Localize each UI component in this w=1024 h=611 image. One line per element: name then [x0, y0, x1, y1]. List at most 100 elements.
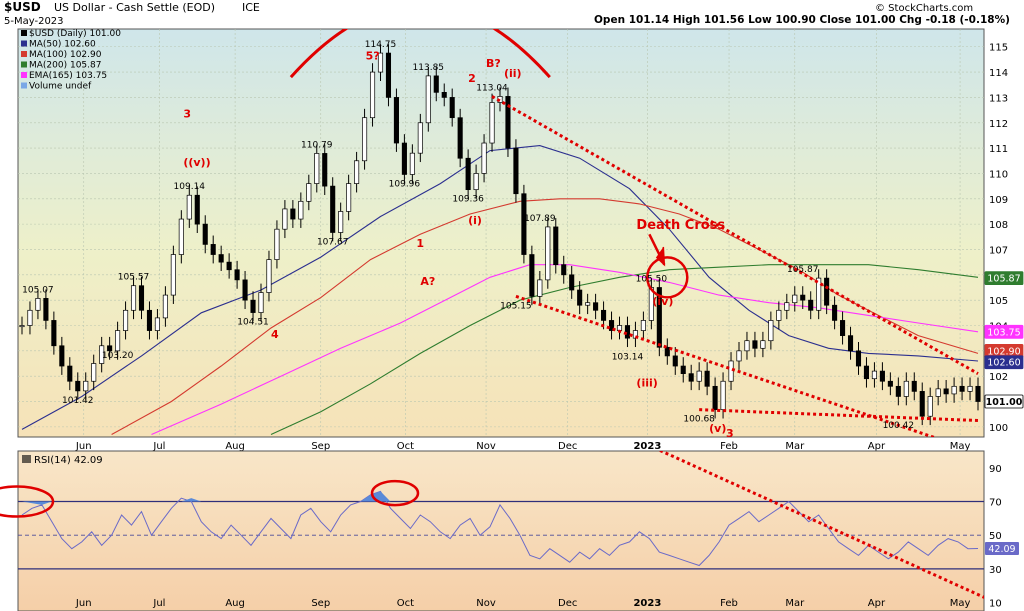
- price-candle: [154, 317, 160, 331]
- price-candle: [290, 208, 296, 220]
- rsi-value-tag: [985, 542, 1019, 556]
- date-tick-label: Sep: [311, 441, 330, 452]
- price-candle: [449, 97, 455, 119]
- price-tick-label: 108: [989, 220, 1008, 231]
- price-candle: [322, 153, 328, 187]
- price-candle: [824, 277, 830, 306]
- rsi-date-tick-label: Sep: [311, 598, 330, 609]
- price-data-label: 113.85: [413, 63, 445, 73]
- price-candle: [927, 396, 933, 417]
- price-candle: [800, 294, 806, 301]
- price-series: [19, 44, 981, 426]
- price-data-label: 113.04: [476, 83, 508, 93]
- wave-label: B?: [486, 57, 501, 70]
- price-candle: [107, 345, 113, 352]
- price-candle: [529, 254, 535, 297]
- price-data-label: 114.75: [365, 40, 397, 50]
- wave-label: 4: [271, 328, 279, 341]
- price-candle: [656, 287, 662, 348]
- rsi-date-tick-label: Dec: [558, 598, 577, 609]
- rsi-panel: 10 30 50 70 90 42.09 Jun Jul Aug Sep Oct Nov Dec 202…: [0, 450, 1019, 611]
- price-tick-label: 100: [989, 423, 1008, 434]
- price-candle: [768, 320, 774, 342]
- price-candle: [91, 363, 97, 382]
- price-tick-label: 111: [989, 144, 1008, 155]
- price-candle: [234, 269, 240, 281]
- date-tick-label: Nov: [476, 441, 496, 452]
- price-candle: [377, 52, 384, 73]
- price-data-label: 103.20: [102, 351, 134, 361]
- ma50-line: [21, 145, 979, 430]
- price-data-label: 105.07: [22, 285, 54, 295]
- price-candle: [43, 298, 49, 321]
- price-candle: [274, 228, 280, 260]
- price-candle: [473, 173, 479, 191]
- chart-date: 5-May-2023: [4, 16, 64, 27]
- wave-label: ((v)): [183, 156, 210, 169]
- price-candle: [537, 279, 543, 297]
- price-tag-box: [984, 355, 1024, 370]
- price-candle: [202, 223, 208, 245]
- rsi-date-tick-label: Jul: [152, 598, 165, 609]
- price-candle: [362, 117, 368, 162]
- price-candle: [35, 298, 41, 311]
- price-candle: [975, 385, 981, 402]
- wave-label: (ii): [504, 67, 522, 80]
- price-candle: [250, 299, 256, 313]
- trend-annotations: [289, 29, 979, 437]
- death-cross-arrowhead: [655, 246, 666, 267]
- price-candle: [59, 345, 65, 367]
- price-tick-label: 109: [989, 195, 1008, 206]
- price-candle: [664, 346, 670, 357]
- price-candle: [513, 147, 519, 195]
- price-candle: [569, 274, 575, 291]
- price-tick-label: 113: [989, 93, 1008, 104]
- price-data-label: 100.42: [883, 421, 915, 431]
- wave-annotations: 5? 2 B?(ii) 3 ((v)) 1 (i) A? 4 Death Cross (iv) (ii…: [183, 49, 738, 473]
- price-tick-label: 115: [989, 43, 1008, 54]
- price-candle: [935, 388, 941, 397]
- rsi-line: [21, 490, 979, 567]
- legend-label: MA(50) 102.60: [29, 40, 96, 50]
- rsi-tick-label: 90: [989, 464, 1002, 475]
- price-tick-label: 105: [989, 296, 1008, 307]
- price-candle: [146, 309, 153, 331]
- price-candle: [704, 370, 710, 387]
- price-data-label: 109.14: [174, 182, 206, 192]
- price-tag-label: 102.60: [987, 358, 1020, 369]
- price-candle: [760, 340, 766, 349]
- wave-label: (i): [468, 214, 482, 227]
- price-candle: [481, 142, 487, 174]
- price-candle: [330, 185, 336, 233]
- price-candle: [521, 193, 527, 255]
- price-candle: [855, 350, 862, 367]
- price-candle: [83, 380, 89, 392]
- price-candle: [816, 277, 822, 311]
- price-candle: [903, 380, 909, 397]
- price-candle: [282, 208, 288, 230]
- rsi-date-tick-label: Nov: [476, 598, 496, 609]
- price-candle: [401, 142, 407, 175]
- price-tick-label: 114: [989, 68, 1008, 79]
- price-candle: [178, 218, 184, 255]
- price-tag-box: [984, 394, 1024, 409]
- price-candle: [457, 117, 463, 159]
- wave-label: 5?: [366, 49, 380, 62]
- price-data-label: 101.42: [62, 396, 94, 406]
- price-data-label: 100.68: [683, 415, 715, 425]
- date-tick-label: Mar: [785, 441, 805, 452]
- price-candle: [840, 320, 846, 336]
- price-candle: [314, 153, 320, 184]
- date-tick-label: Jun: [75, 441, 92, 452]
- base-support-line: [699, 408, 979, 423]
- rsi-highlight-ellipse: [370, 479, 420, 507]
- price-candle: [465, 157, 471, 191]
- rsi-tick-label: 10: [989, 599, 1002, 610]
- rsi-axis: 10 30 50 70 90 42.09: [985, 464, 1019, 610]
- price-candle: [863, 365, 870, 380]
- date-tick-label: Aug: [225, 441, 245, 452]
- wave-label: 2: [468, 72, 476, 85]
- price-candle: [577, 289, 583, 306]
- rsi-overbought-fill: [22, 501, 52, 505]
